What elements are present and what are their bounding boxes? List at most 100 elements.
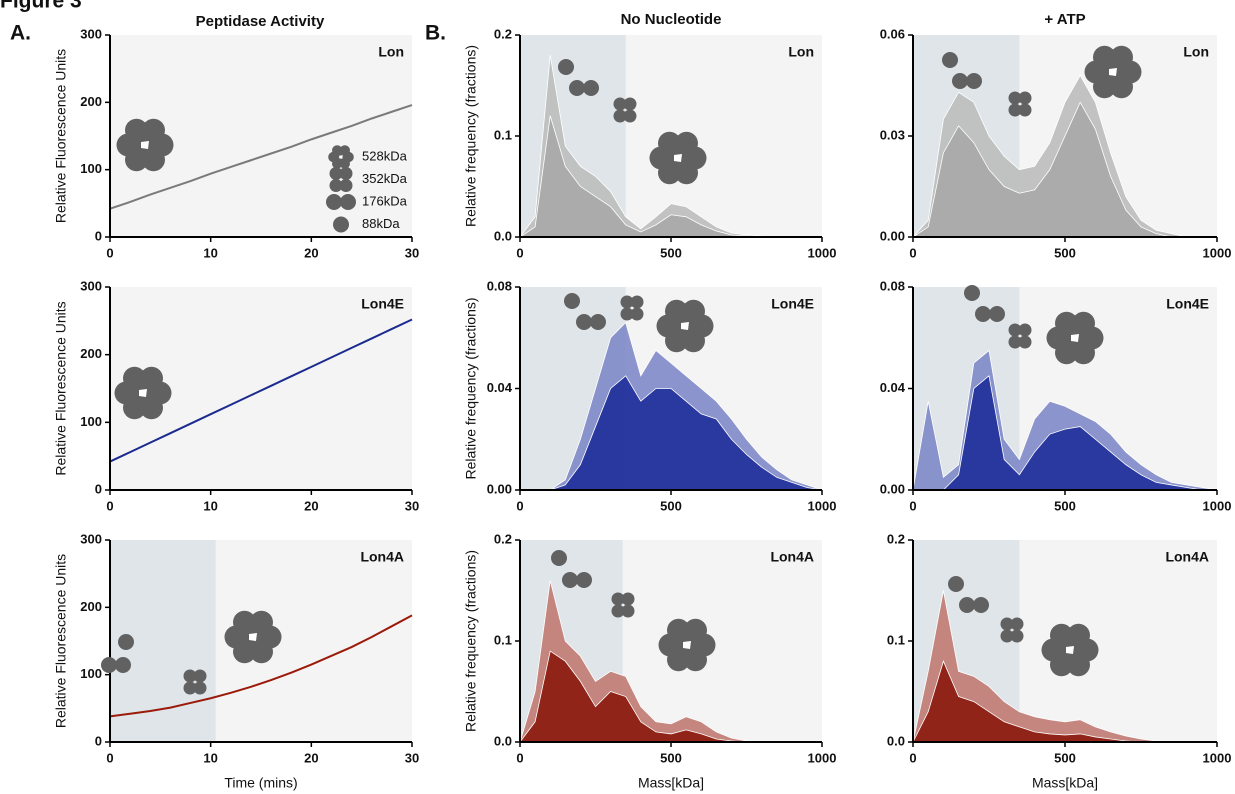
- oligomer-icon: [1008, 323, 1032, 349]
- oligomer-icon: [964, 285, 980, 301]
- y-tick-label: 0.2: [887, 531, 905, 546]
- icon-part: [1008, 335, 1022, 349]
- icon-part: [1010, 629, 1024, 643]
- x-tick-label: 0: [106, 245, 113, 260]
- panel-label: A.: [10, 22, 31, 45]
- panel-label: B.: [425, 22, 446, 45]
- panel-label: Lon4A: [360, 549, 404, 565]
- x-tick-label: 20: [304, 498, 318, 513]
- y-tick-label: 0.06: [880, 26, 905, 41]
- y-tick-label: 0: [95, 481, 102, 496]
- y-tick-label: 0.08: [880, 278, 905, 293]
- icon-hole: [1071, 334, 1079, 342]
- oligomer-icon: [562, 572, 592, 588]
- icon-part: [1010, 617, 1024, 631]
- oligomer-icon: [620, 295, 644, 321]
- icon-part: [630, 295, 644, 309]
- legend-label: 88kDa: [362, 216, 400, 231]
- x-tick-label: 30: [405, 245, 419, 260]
- oligomer-icon: [658, 618, 716, 672]
- icon-part: [959, 597, 975, 613]
- oligomer-icon: [611, 592, 635, 618]
- x-tick-label: 10: [203, 498, 217, 513]
- panel-label: Lon: [788, 44, 814, 60]
- x-tick-label: 1000: [808, 750, 837, 765]
- y-tick-label: 300: [80, 278, 102, 293]
- icon-part: [564, 293, 580, 309]
- icon-hole: [1066, 646, 1074, 654]
- icon-part: [1008, 103, 1022, 117]
- oligomer-icon: [116, 118, 174, 172]
- icon-part: [576, 314, 592, 330]
- oligomer-icon: [183, 669, 207, 695]
- y-tick-label: 0: [95, 228, 102, 243]
- icon-hole: [1109, 68, 1117, 76]
- x-tick-label: 20: [304, 750, 318, 765]
- icon-part: [590, 314, 606, 330]
- legend-label: 176kDa: [362, 193, 408, 208]
- icon-part: [193, 681, 207, 695]
- panel-label: Lon: [378, 44, 404, 60]
- x-tick-label: 0: [909, 750, 916, 765]
- oligomer-icon: [656, 299, 714, 353]
- oligomer-icon: [1008, 91, 1032, 117]
- icon-part: [558, 59, 574, 75]
- icon-part: [620, 307, 634, 321]
- y-tick-label: 0: [95, 733, 102, 748]
- column-title: No Nucleotide: [621, 11, 722, 28]
- y-tick-label: 0.00: [487, 481, 512, 496]
- icon-part: [326, 194, 342, 210]
- oligomer-icon: [558, 59, 574, 75]
- x-tick-label: 500: [660, 245, 682, 260]
- oligomer-icon: [649, 131, 707, 185]
- oligomer-icon: [551, 550, 567, 566]
- y-axis-label: Relative frequency (fractions): [463, 550, 479, 732]
- x-tick-label: 20: [304, 245, 318, 260]
- icon-part: [621, 592, 635, 606]
- y-tick-label: 0.0: [494, 733, 512, 748]
- icon-part: [551, 550, 567, 566]
- icon-hole: [139, 389, 147, 397]
- y-tick-label: 0.00: [880, 481, 905, 496]
- y-tick-label: 300: [80, 531, 102, 546]
- oligomer-icon: [564, 293, 580, 309]
- y-tick-label: 0.08: [487, 278, 512, 293]
- x-tick-label: 10: [203, 750, 217, 765]
- oligomer-icon: [1000, 617, 1024, 643]
- icon-part: [952, 73, 968, 89]
- x-tick-label: 500: [1054, 498, 1076, 513]
- x-axis-label: Mass[kDa]: [638, 775, 704, 791]
- x-tick-label: 1000: [1203, 498, 1232, 513]
- distribution-area: [520, 375, 823, 491]
- icon-part: [964, 285, 980, 301]
- oligomer-icon: [613, 97, 637, 123]
- icon-part: [942, 52, 958, 68]
- icon-hole: [681, 322, 689, 330]
- y-tick-label: 100: [80, 414, 102, 429]
- y-tick-label: 300: [80, 26, 102, 41]
- icon-part: [183, 669, 197, 683]
- icon-part: [948, 576, 964, 592]
- icon-part: [1018, 103, 1032, 117]
- x-tick-label: 1000: [1203, 750, 1232, 765]
- panel-label: Lon4E: [771, 296, 814, 312]
- data-line: [109, 104, 413, 210]
- icon-part: [576, 572, 592, 588]
- y-axis-label: Relative frequency (fractions): [463, 297, 479, 479]
- x-tick-label: 500: [660, 750, 682, 765]
- oligomer-icon: [328, 145, 354, 169]
- legend-label: 528kDa: [362, 148, 408, 163]
- icon-part: [611, 604, 625, 618]
- oligomer-icon: [569, 80, 599, 96]
- x-tick-label: 0: [106, 498, 113, 513]
- y-tick-label: 0.04: [487, 380, 513, 395]
- icon-part: [621, 604, 635, 618]
- column-title: + ATP: [1044, 11, 1085, 28]
- icon-part: [623, 109, 637, 123]
- icon-part: [1018, 91, 1032, 105]
- icon-part: [1018, 335, 1032, 349]
- icon-hole: [141, 141, 149, 149]
- icon-part: [613, 109, 627, 123]
- y-axis-label: Relative frequency (fractions): [463, 45, 479, 227]
